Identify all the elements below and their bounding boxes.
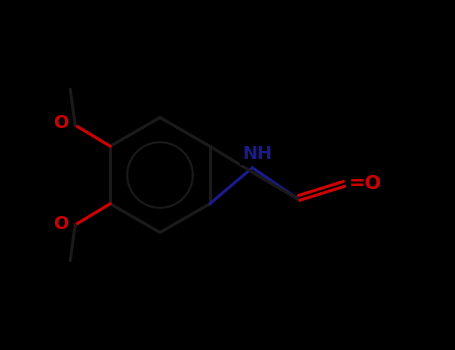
Text: O: O xyxy=(54,215,69,233)
Text: =O: =O xyxy=(349,174,382,193)
Text: O: O xyxy=(54,114,69,132)
Text: NH: NH xyxy=(243,145,272,163)
